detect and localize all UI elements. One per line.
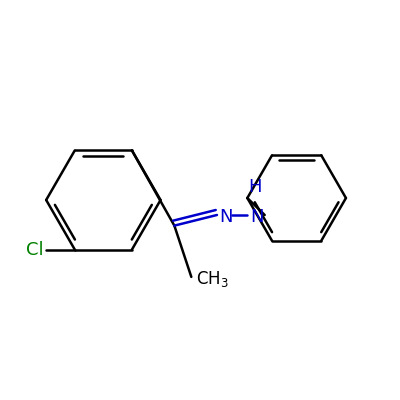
Text: N: N xyxy=(250,208,264,226)
Text: N: N xyxy=(219,208,232,226)
Text: Cl: Cl xyxy=(26,240,44,258)
Text: CH$_3$: CH$_3$ xyxy=(196,269,229,289)
Text: H: H xyxy=(248,178,262,196)
